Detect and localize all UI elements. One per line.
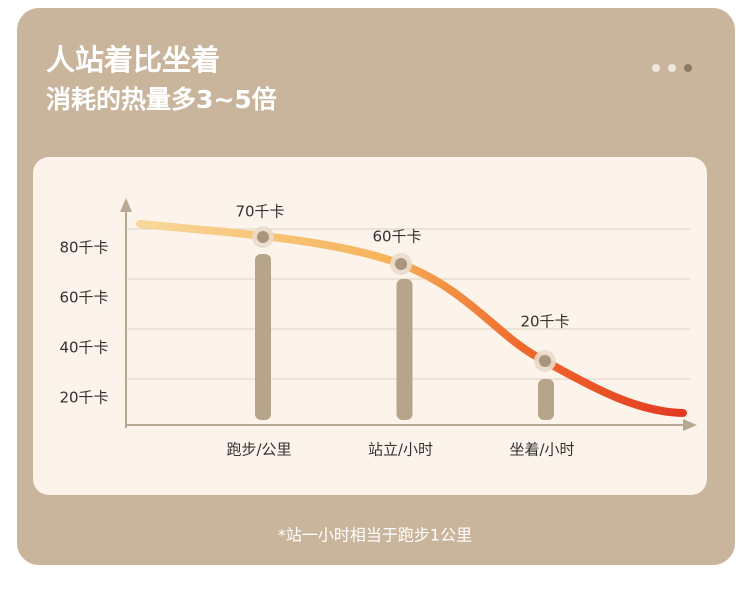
y-axis-arrow bbox=[120, 198, 132, 212]
y-tick-label: 40千卡 bbox=[59, 339, 108, 357]
bar bbox=[538, 379, 554, 420]
curve-dot bbox=[395, 258, 407, 270]
value-label: 20千卡 bbox=[520, 313, 569, 331]
title: 人站着比坐着 bbox=[46, 43, 220, 77]
x-tick-label: 站立/小时 bbox=[368, 441, 433, 459]
curve-dot bbox=[257, 231, 269, 243]
x-tick-label: 跑步/公里 bbox=[226, 441, 291, 459]
footnote: *站一小时相当于跑步1公里 bbox=[278, 526, 472, 545]
x-axis-arrow bbox=[683, 419, 697, 431]
dot bbox=[668, 64, 676, 72]
x-tick-label: 坐着/小时 bbox=[509, 441, 574, 459]
value-label: 70千卡 bbox=[235, 203, 284, 221]
dot bbox=[684, 64, 692, 72]
value-label: 60千卡 bbox=[372, 228, 421, 246]
y-tick-label: 20千卡 bbox=[59, 389, 108, 407]
y-tick-label: 80千卡 bbox=[59, 239, 108, 257]
subtitle: 消耗的热量多3~5倍 bbox=[46, 85, 277, 114]
curve-dot bbox=[539, 355, 551, 367]
bar bbox=[255, 254, 271, 420]
y-tick-label: 60千卡 bbox=[59, 289, 108, 307]
dot bbox=[652, 64, 660, 72]
bar bbox=[396, 279, 413, 420]
